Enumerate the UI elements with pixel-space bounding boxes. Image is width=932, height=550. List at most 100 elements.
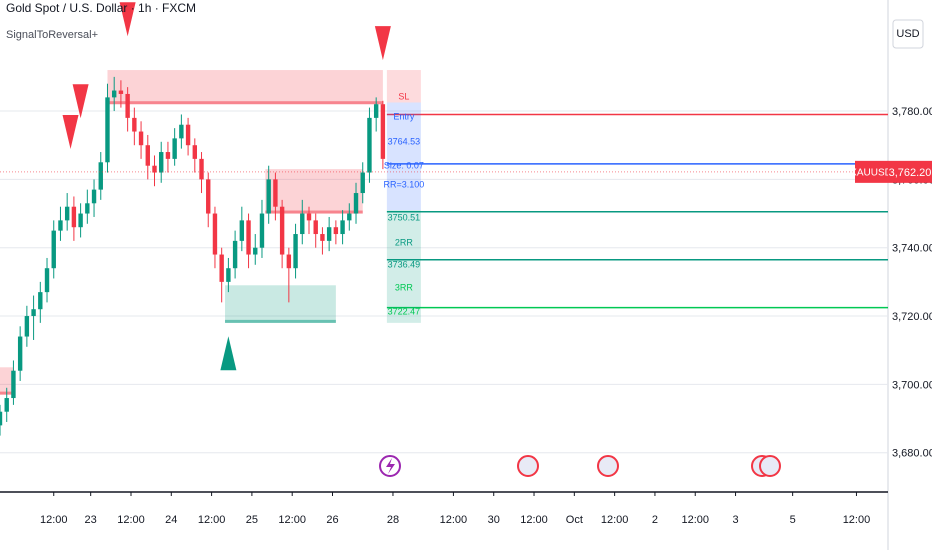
event-icon[interactable] bbox=[517, 455, 539, 477]
last-price: 3,762.20 bbox=[889, 167, 932, 179]
chart-title: Gold Spot / U.S. Dollar · 1h · FXCM bbox=[6, 1, 196, 15]
candle-body bbox=[58, 220, 63, 231]
x-tick-label: 12:00 bbox=[440, 514, 468, 526]
x-tick-label: 26 bbox=[326, 514, 338, 526]
candle-body bbox=[179, 124, 184, 139]
candle-body bbox=[118, 90, 124, 94]
candle-body bbox=[31, 309, 36, 317]
panel-label: RR=3.100 bbox=[383, 179, 424, 189]
candle-body bbox=[373, 104, 379, 118]
symbol-label: XAUUSD bbox=[850, 167, 892, 178]
candle-body bbox=[185, 124, 191, 146]
candle-body bbox=[239, 220, 245, 241]
panel-box bbox=[386, 210, 421, 323]
x-tick-label: 12:00 bbox=[40, 514, 68, 526]
price-tag bbox=[888, 160, 932, 183]
signal-marker bbox=[62, 114, 79, 149]
zone bbox=[0, 367, 14, 395]
candle-body bbox=[273, 179, 278, 207]
event-icon[interactable] bbox=[597, 455, 619, 477]
candle-body bbox=[206, 179, 211, 214]
candle-body bbox=[11, 370, 16, 399]
candle-body bbox=[152, 165, 157, 173]
candle-body bbox=[132, 117, 137, 132]
candle-body bbox=[44, 268, 50, 293]
x-tick-label: 12:00 bbox=[601, 514, 629, 526]
panel-label: SL bbox=[398, 91, 409, 101]
candle-body bbox=[340, 220, 345, 235]
signal-marker bbox=[72, 84, 89, 119]
candle-body bbox=[333, 227, 339, 235]
candle-body bbox=[165, 152, 171, 159]
panel-label: Entry bbox=[393, 111, 415, 121]
panel-label: 2RR bbox=[395, 237, 414, 247]
candle-body bbox=[192, 145, 198, 159]
candle-body bbox=[232, 240, 238, 269]
x-tick-label: 23 bbox=[85, 514, 97, 526]
candle-body bbox=[138, 131, 144, 146]
x-tick-label: 25 bbox=[246, 514, 258, 526]
candle-body bbox=[17, 336, 23, 371]
x-tick-label: 12:00 bbox=[278, 514, 306, 526]
x-tick-label: 12:00 bbox=[843, 514, 871, 526]
candle-body bbox=[253, 247, 258, 255]
x-tick-label: 12:00 bbox=[198, 514, 226, 526]
candle-body bbox=[199, 158, 204, 180]
candle-body bbox=[306, 213, 312, 221]
x-tick-label: 30 bbox=[488, 514, 500, 526]
x-tick-label: 24 bbox=[165, 514, 177, 526]
y-tick-label: 3,720.00 bbox=[892, 311, 932, 323]
candle-body bbox=[105, 97, 110, 163]
x-tick-label: 12:00 bbox=[681, 514, 709, 526]
candle-body bbox=[172, 138, 177, 159]
candle-body bbox=[279, 206, 285, 255]
candle-body bbox=[259, 213, 265, 248]
zone-edge bbox=[265, 210, 363, 214]
signal-marker bbox=[220, 336, 237, 371]
y-tick-label: 3,780.00 bbox=[892, 106, 932, 118]
panel-label: 3750.51 bbox=[388, 212, 421, 222]
panel-label: 3764.53 bbox=[388, 136, 421, 146]
candle-body bbox=[219, 254, 224, 282]
event-icons bbox=[379, 455, 781, 477]
candle-body bbox=[71, 206, 77, 228]
zone bbox=[107, 70, 383, 105]
candle-body bbox=[38, 292, 43, 310]
y-tick-label: 3,680.00 bbox=[892, 448, 932, 460]
event-icon[interactable] bbox=[759, 455, 781, 477]
panel-label: Size: 0.07 bbox=[384, 160, 424, 170]
candle-body bbox=[85, 203, 90, 214]
currency-box[interactable] bbox=[892, 19, 924, 49]
candle-body bbox=[111, 90, 117, 98]
candle-body bbox=[212, 213, 218, 255]
x-tick-label: Oct bbox=[566, 514, 583, 526]
x-tick-label: 2 bbox=[652, 514, 658, 526]
candle-body bbox=[326, 227, 332, 241]
event-icon bbox=[386, 458, 395, 474]
candle-body bbox=[353, 193, 359, 214]
x-tick-label: 12:00 bbox=[520, 514, 548, 526]
x-tick-label: 5 bbox=[790, 514, 796, 526]
x-tick-label: 28 bbox=[387, 514, 399, 526]
candle-body bbox=[78, 213, 83, 228]
symbol-tag bbox=[855, 160, 888, 183]
zone-edge bbox=[225, 319, 336, 323]
panel-box bbox=[386, 102, 421, 211]
zone bbox=[225, 285, 336, 323]
candle-body bbox=[313, 220, 318, 235]
indicator-name: SignalToReversal+ bbox=[6, 29, 98, 41]
candle-body bbox=[0, 411, 3, 426]
candle-body bbox=[293, 234, 298, 269]
candle-body bbox=[4, 398, 9, 412]
candle-body bbox=[246, 220, 251, 255]
candle-body bbox=[360, 172, 365, 194]
candle-body bbox=[347, 213, 352, 221]
candle-body bbox=[125, 93, 130, 118]
y-tick-label: 3,740.00 bbox=[892, 243, 932, 255]
currency[interactable]: USD bbox=[896, 28, 919, 40]
candle-body bbox=[226, 268, 231, 282]
y-tick-label: 3,700.00 bbox=[892, 379, 932, 391]
zone bbox=[265, 169, 363, 214]
